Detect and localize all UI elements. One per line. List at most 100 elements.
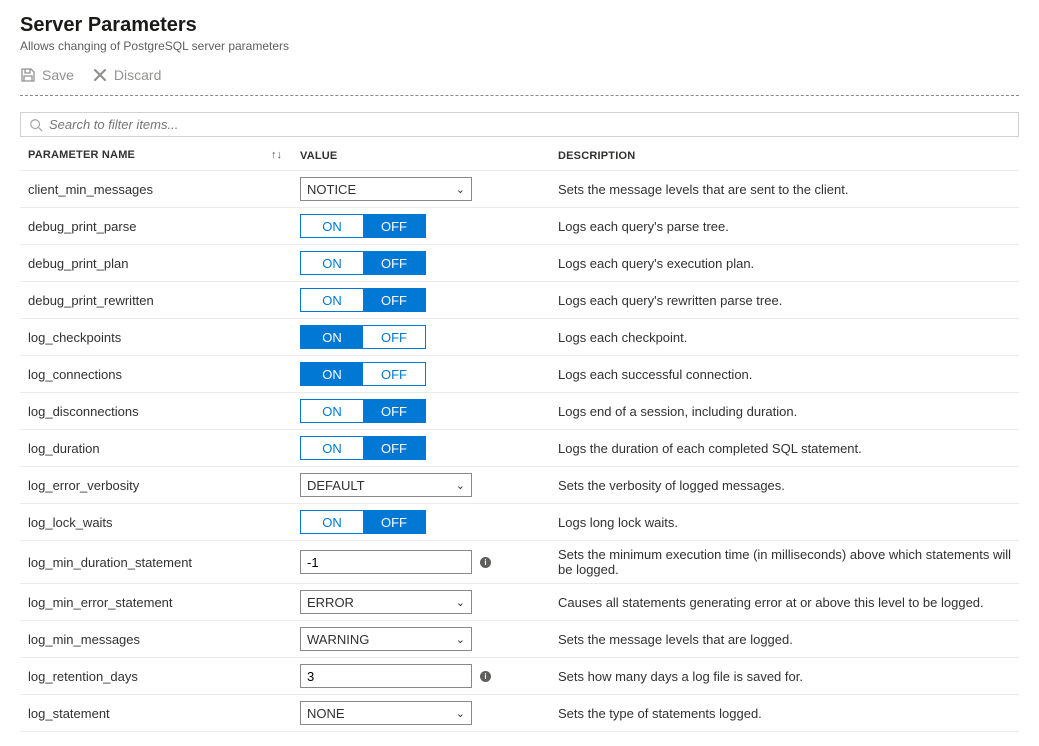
search-input[interactable] bbox=[49, 117, 1010, 132]
parameter-row: debug_print_rewrittenONOFF Logs each quer… bbox=[20, 281, 1019, 318]
toggle-off[interactable]: OFF bbox=[363, 252, 425, 274]
parameter-name: log_min_duration_statement bbox=[28, 555, 300, 570]
toggle-off[interactable]: OFF bbox=[363, 437, 425, 459]
discard-icon bbox=[92, 67, 108, 83]
toggle-off[interactable]: OFF bbox=[363, 363, 425, 385]
parameter-toggle[interactable]: ONOFF bbox=[300, 288, 426, 312]
parameter-row: client_min_messagesNOTICE⌄ Sets the messa… bbox=[20, 170, 1019, 207]
parameter-input[interactable] bbox=[300, 664, 472, 688]
col-value-header: VALUE bbox=[300, 150, 337, 162]
parameter-name: debug_print_rewritten bbox=[28, 293, 300, 308]
parameter-value-cell: i bbox=[300, 664, 558, 688]
parameter-toggle[interactable]: ONOFF bbox=[300, 436, 426, 460]
parameter-value-cell: ERROR ⌄ bbox=[300, 590, 558, 614]
parameter-value-cell: NOTICE⌄ bbox=[300, 177, 558, 201]
parameter-select[interactable]: DEFAULT⌄ bbox=[300, 473, 472, 497]
parameter-description: Logs end of a session, including duratio… bbox=[558, 404, 1011, 419]
col-desc-header: DESCRIPTION bbox=[558, 150, 635, 162]
parameter-value-cell: NONE ⌄ bbox=[300, 701, 558, 725]
parameter-value-cell: ONOFF bbox=[300, 362, 558, 386]
toggle-on[interactable]: ON bbox=[301, 326, 363, 348]
parameter-select[interactable]: WARNING⌄ bbox=[300, 627, 472, 651]
info-icon[interactable]: i bbox=[480, 557, 491, 568]
parameter-row: debug_print_parseONOFFLogs each query's … bbox=[20, 207, 1019, 244]
parameter-description: Logs each query's rewritten parse tree. bbox=[558, 293, 1011, 308]
save-label: Save bbox=[42, 67, 74, 83]
toggle-on[interactable]: ON bbox=[301, 400, 363, 422]
page-subtitle: Allows changing of PostgreSQL server par… bbox=[20, 39, 1019, 53]
parameter-toggle[interactable]: ONOFF bbox=[300, 510, 426, 534]
parameter-name: log_checkpoints bbox=[28, 330, 300, 345]
parameter-value-cell: ONOFF bbox=[300, 436, 558, 460]
toggle-off[interactable]: OFF bbox=[363, 215, 425, 237]
toggle-on[interactable]: ON bbox=[301, 215, 363, 237]
parameter-description: Logs each checkpoint. bbox=[558, 330, 1011, 345]
parameter-select[interactable]: NOTICE⌄ bbox=[300, 177, 472, 201]
parameter-description: Logs each query's execution plan. bbox=[558, 256, 1011, 271]
search-box[interactable] bbox=[20, 112, 1019, 137]
toggle-on[interactable]: ON bbox=[301, 252, 363, 274]
search-icon bbox=[29, 118, 43, 132]
parameter-value-cell: WARNING⌄ bbox=[300, 627, 558, 651]
parameter-row: log_connectionsONOFF Logs each successful… bbox=[20, 355, 1019, 392]
toggle-on[interactable]: ON bbox=[301, 289, 363, 311]
parameter-name: log_min_messages bbox=[28, 632, 300, 647]
parameter-row: debug_print_planONOFF Logs each query's e… bbox=[20, 244, 1019, 281]
toggle-off[interactable]: OFF bbox=[363, 326, 425, 348]
parameter-name: log_retention_days bbox=[28, 669, 300, 684]
save-icon bbox=[20, 67, 36, 83]
save-button[interactable]: Save bbox=[20, 67, 74, 83]
parameter-value-cell: ONOFF bbox=[300, 288, 558, 312]
parameter-row: log_statementNONE⌄Sets the type of state… bbox=[20, 694, 1019, 732]
parameter-name: log_statement bbox=[28, 706, 300, 721]
parameter-description: Sets the verbosity of logged messages. bbox=[558, 478, 1011, 493]
parameter-name: log_disconnections bbox=[28, 404, 300, 419]
parameter-toggle[interactable]: ONOFF bbox=[300, 325, 426, 349]
sort-icon[interactable]: ↑↓ bbox=[271, 149, 282, 161]
parameter-description: Logs each query's parse tree. bbox=[558, 219, 1011, 234]
parameter-name: client_min_messages bbox=[28, 182, 300, 197]
info-icon[interactable]: i bbox=[480, 671, 491, 682]
parameter-row: log_min_messagesWARNING⌄Sets the message… bbox=[20, 620, 1019, 657]
parameter-value-cell: ONOFF bbox=[300, 214, 558, 238]
parameter-row: log_min_duration_statementiSets the mini… bbox=[20, 540, 1019, 583]
parameter-description: Sets the message levels that are sent to… bbox=[558, 182, 1011, 197]
parameter-select[interactable]: NONE ⌄ bbox=[300, 701, 472, 725]
toggle-off[interactable]: OFF bbox=[363, 289, 425, 311]
page-title: Server Parameters bbox=[20, 14, 1019, 37]
parameter-row: log_error_verbosityDEFAULT⌄ Sets the verb… bbox=[20, 466, 1019, 503]
parameter-description: Sets how many days a log file is saved f… bbox=[558, 669, 1011, 684]
parameter-description: Logs each successful connection. bbox=[558, 367, 1011, 382]
parameter-description: Logs long lock waits. bbox=[558, 515, 1011, 530]
parameter-value-cell: DEFAULT⌄ bbox=[300, 473, 558, 497]
select-value: DEFAULT bbox=[307, 478, 365, 493]
parameter-select[interactable]: ERROR ⌄ bbox=[300, 590, 472, 614]
toggle-on[interactable]: ON bbox=[301, 511, 363, 533]
parameter-row: log_lock_waitsONOFFLogs long lock waits. bbox=[20, 503, 1019, 540]
table-header: PARAMETER NAME ↑↓ VALUE DESCRIPTION bbox=[20, 137, 1019, 170]
parameter-name: log_error_verbosity bbox=[28, 478, 300, 493]
parameter-toggle[interactable]: ONOFF bbox=[300, 214, 426, 238]
toggle-off[interactable]: OFF bbox=[363, 511, 425, 533]
parameter-value-cell: ONOFF bbox=[300, 251, 558, 275]
chevron-down-icon: ⌄ bbox=[456, 707, 465, 720]
parameter-name: log_duration bbox=[28, 441, 300, 456]
discard-button[interactable]: Discard bbox=[92, 67, 161, 83]
parameter-toggle[interactable]: ONOFF bbox=[300, 362, 426, 386]
select-value: WARNING bbox=[307, 632, 369, 647]
parameter-row: log_disconnectionsONOFF Logs end of a ses… bbox=[20, 392, 1019, 429]
parameter-input[interactable] bbox=[300, 550, 472, 574]
select-value: NONE bbox=[307, 706, 345, 721]
chevron-down-icon: ⌄ bbox=[456, 596, 465, 609]
parameter-name: debug_print_plan bbox=[28, 256, 300, 271]
toggle-on[interactable]: ON bbox=[301, 363, 363, 385]
select-value: ERROR bbox=[307, 595, 354, 610]
parameter-toggle[interactable]: ONOFF bbox=[300, 399, 426, 423]
toggle-off[interactable]: OFF bbox=[363, 400, 425, 422]
parameter-list: client_min_messagesNOTICE⌄Sets the messa… bbox=[20, 170, 1019, 732]
select-value: NOTICE bbox=[307, 182, 356, 197]
col-name-header[interactable]: PARAMETER NAME bbox=[28, 149, 135, 161]
toggle-on[interactable]: ON bbox=[301, 437, 363, 459]
parameter-name: log_connections bbox=[28, 367, 300, 382]
parameter-toggle[interactable]: ONOFF bbox=[300, 251, 426, 275]
